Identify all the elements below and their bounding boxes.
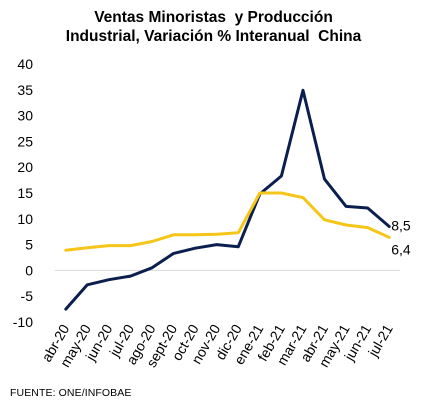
series-lines xyxy=(64,88,391,311)
chart-title-line-2: Industrial, Variación % Interanual China xyxy=(65,28,362,45)
y-tick-label: 40 xyxy=(17,56,33,72)
chart-title: Ventas Minoristas y Producción Industria… xyxy=(0,8,427,46)
x-axis-ticks: abr-20may-20jun-20jul-20ago-20sept-20oct… xyxy=(38,321,396,370)
y-tick-label: 30 xyxy=(17,108,33,124)
y-tick-label: 25 xyxy=(17,133,33,149)
y-tick-label: 5 xyxy=(25,237,33,253)
source-note: FUENTE: ONE/INFOBAE xyxy=(10,387,132,399)
y-tick-label: -5 xyxy=(21,288,34,304)
y-axis-ticks: -10 -5 0 5 10 15 20 25 30 35 40 xyxy=(13,56,33,330)
y-tick-label: 35 xyxy=(17,82,33,98)
y-tick-label: 15 xyxy=(17,185,33,201)
y-tick-label: 20 xyxy=(17,159,33,175)
end-labels: 8,56,4 xyxy=(391,218,411,258)
y-tick-label: 0 xyxy=(25,262,33,278)
y-tick-label: -10 xyxy=(13,314,33,330)
end-label-series-1: 8,5 xyxy=(391,218,411,234)
chart-title-line-1: Ventas Minoristas y Producción xyxy=(94,9,333,26)
series-line-1 xyxy=(64,88,391,311)
end-label-series-2: 6,4 xyxy=(391,241,411,257)
y-tick-label: 10 xyxy=(17,211,33,227)
series-line-2 xyxy=(64,191,391,252)
